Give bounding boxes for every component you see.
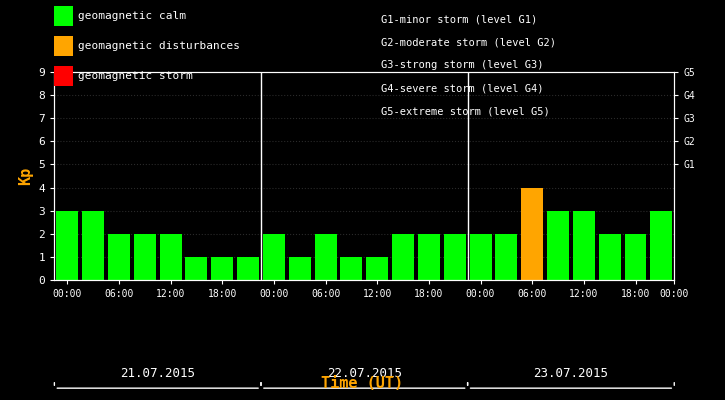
- Text: geomagnetic storm: geomagnetic storm: [78, 71, 193, 81]
- Bar: [315, 234, 336, 280]
- Bar: [341, 257, 362, 280]
- Text: G5-extreme storm (level G5): G5-extreme storm (level G5): [381, 107, 550, 117]
- Bar: [237, 257, 259, 280]
- Bar: [160, 234, 181, 280]
- Bar: [263, 234, 285, 280]
- Text: 23.07.2015: 23.07.2015: [534, 367, 608, 380]
- Bar: [186, 257, 207, 280]
- Bar: [82, 211, 104, 280]
- Bar: [134, 234, 156, 280]
- Bar: [624, 234, 647, 280]
- Bar: [392, 234, 414, 280]
- Bar: [470, 234, 492, 280]
- Bar: [650, 211, 672, 280]
- Y-axis label: Kp: Kp: [18, 167, 33, 185]
- Text: 21.07.2015: 21.07.2015: [120, 367, 195, 380]
- Bar: [495, 234, 518, 280]
- Text: G1-minor storm (level G1): G1-minor storm (level G1): [381, 14, 537, 24]
- Text: G4-severe storm (level G4): G4-severe storm (level G4): [381, 84, 543, 94]
- Bar: [599, 234, 621, 280]
- Text: Time (UT): Time (UT): [321, 376, 404, 392]
- Bar: [418, 234, 440, 280]
- Text: G3-strong storm (level G3): G3-strong storm (level G3): [381, 60, 543, 70]
- Bar: [521, 188, 543, 280]
- Text: geomagnetic disturbances: geomagnetic disturbances: [78, 41, 240, 51]
- Text: 22.07.2015: 22.07.2015: [327, 367, 402, 380]
- Bar: [289, 257, 311, 280]
- Bar: [366, 257, 388, 280]
- Bar: [444, 234, 465, 280]
- Bar: [547, 211, 569, 280]
- Bar: [57, 211, 78, 280]
- Bar: [108, 234, 130, 280]
- Text: geomagnetic calm: geomagnetic calm: [78, 11, 186, 21]
- Bar: [211, 257, 233, 280]
- Text: G2-moderate storm (level G2): G2-moderate storm (level G2): [381, 37, 555, 47]
- Bar: [573, 211, 594, 280]
